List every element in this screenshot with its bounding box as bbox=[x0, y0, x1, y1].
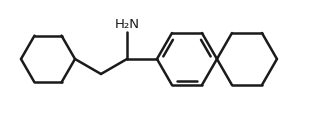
Text: H₂N: H₂N bbox=[114, 18, 139, 31]
